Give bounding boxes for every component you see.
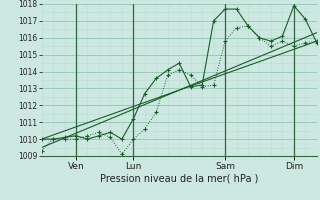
X-axis label: Pression niveau de la mer( hPa ): Pression niveau de la mer( hPa ): [100, 173, 258, 183]
